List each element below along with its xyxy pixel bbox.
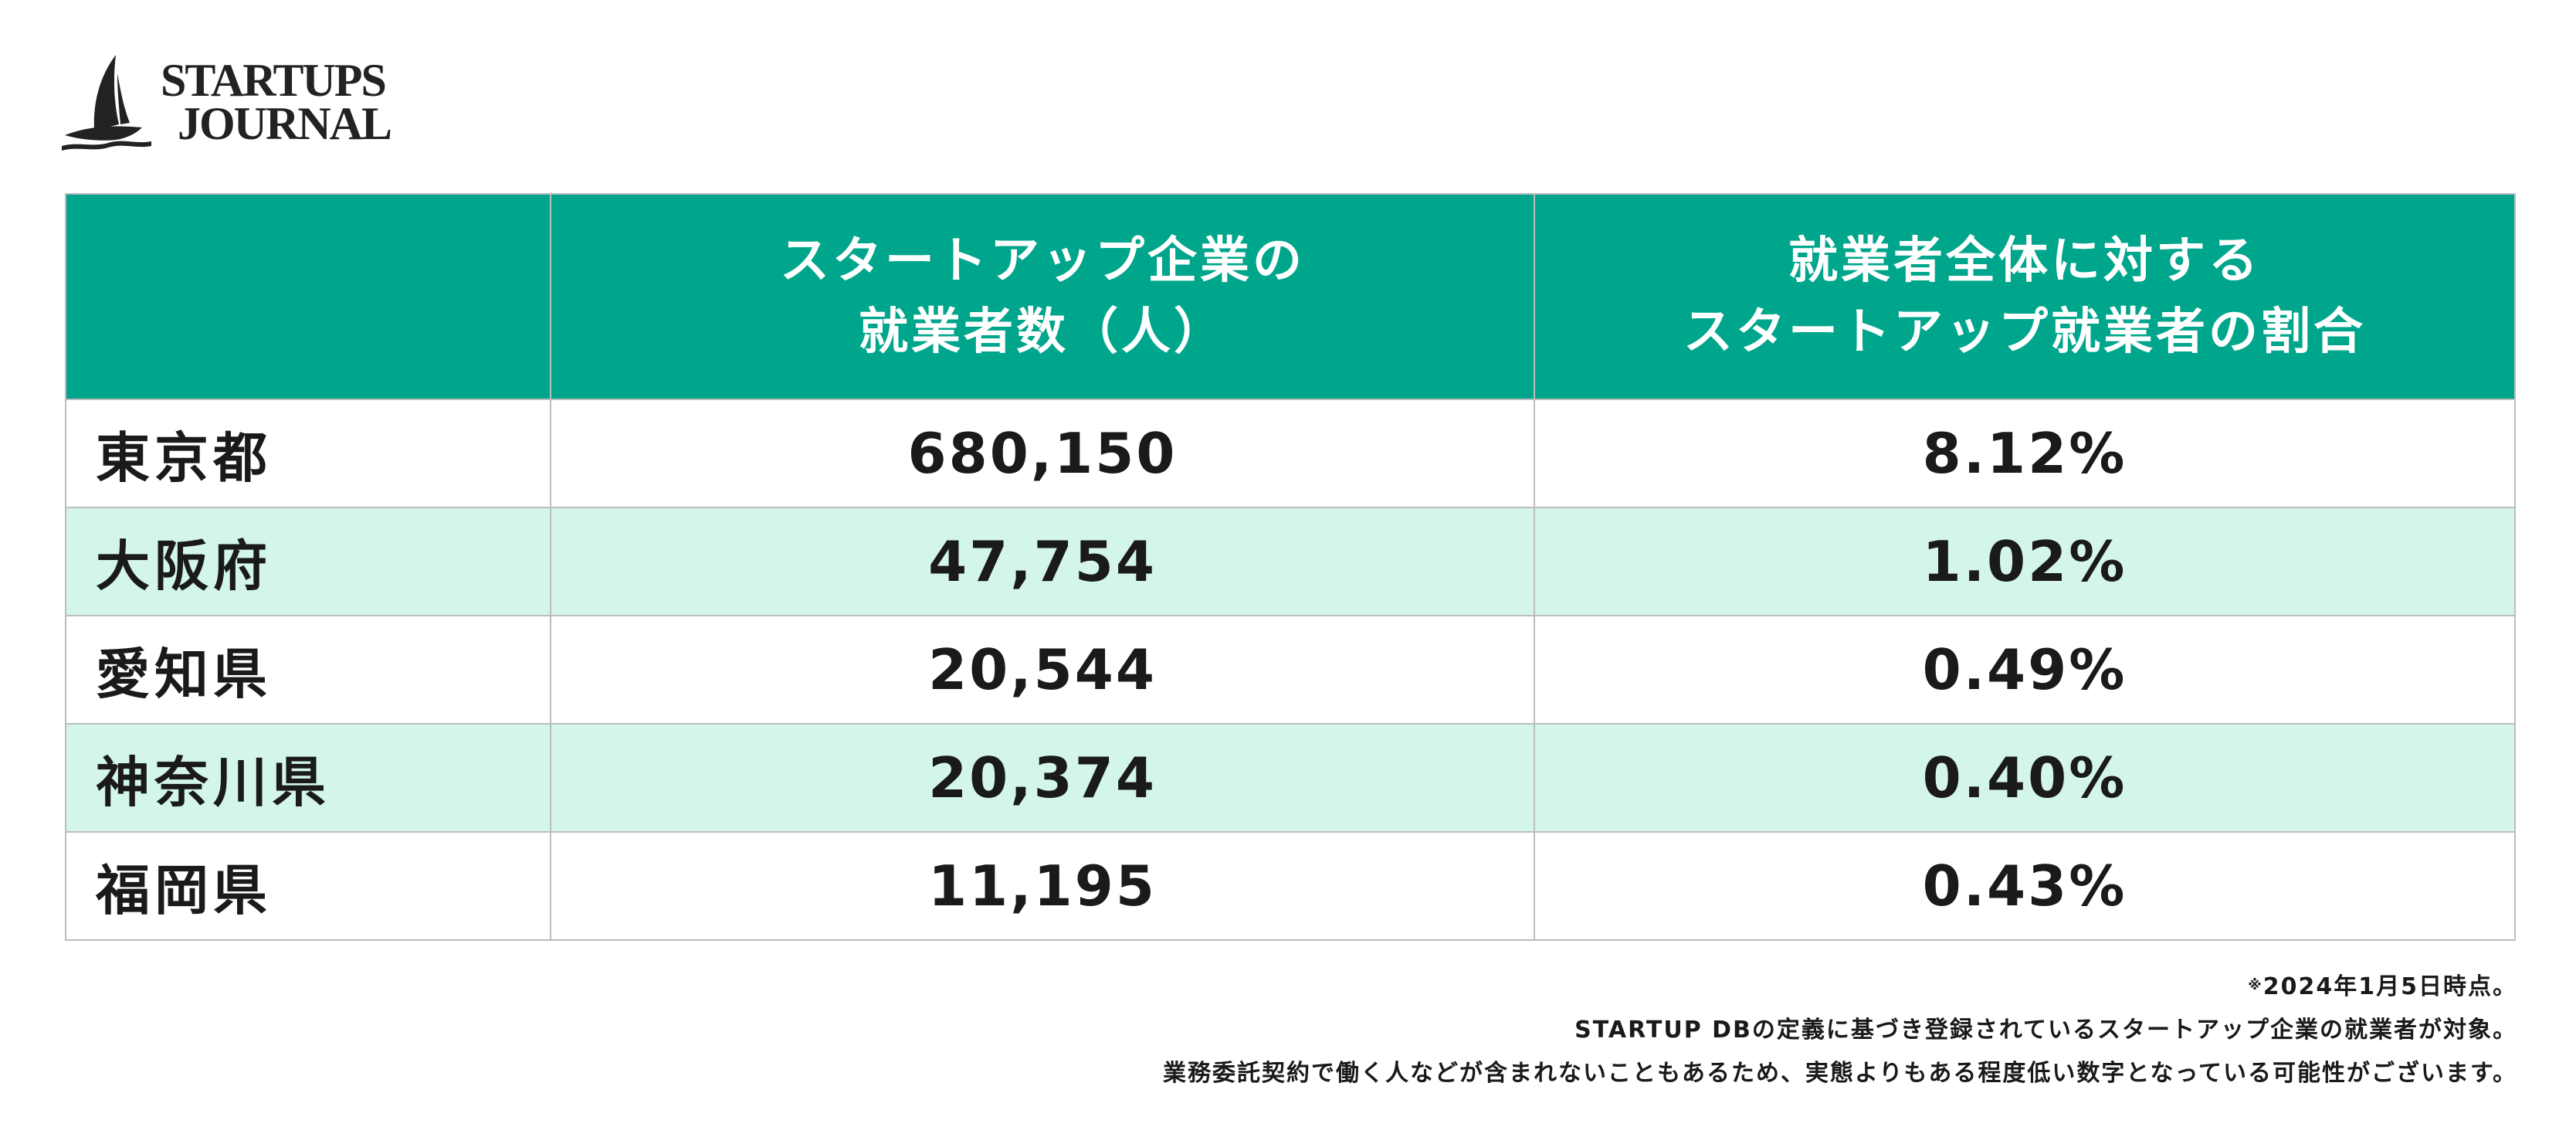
- prefecture-cell: 大阪府: [65, 507, 551, 616]
- footnotes: ※2024年1月5日時点。 STARTUP DBの定義に基づき登録されているスタ…: [1163, 966, 2517, 1095]
- prefecture-cell: 神奈川県: [65, 723, 551, 833]
- logo-line-2: JOURNAL: [178, 98, 392, 149]
- table-row: 神奈川県 20,374 0.40%: [65, 723, 2516, 833]
- prefecture-cell: 愛知県: [65, 615, 551, 725]
- header-share: 就業者全体に対する スタートアップ就業者の割合: [1534, 193, 2516, 400]
- footnote-caveat: 業務委託契約で働く人などが含まれないこともあるため、実態よりもある程度低い数字と…: [1163, 1060, 2517, 1087]
- share-cell: 0.49%: [1534, 615, 2516, 725]
- footnote-scope: STARTUP DBの定義に基づき登録されているスタートアップ企業の就業者が対象…: [1574, 1017, 2517, 1044]
- table-row: 愛知県 20,544 0.49%: [65, 615, 2516, 725]
- header-employees-line-1: スタートアップ企業の: [780, 233, 1305, 290]
- startups-journal-logo: STARTUPS JOURNAL: [62, 48, 392, 156]
- employees-cell: 47,754: [550, 507, 1535, 616]
- sailboat-icon: [62, 54, 151, 151]
- employees-cell: 680,150: [550, 399, 1535, 508]
- employees-cell: 20,544: [550, 615, 1535, 725]
- header-prefecture: [65, 193, 551, 400]
- share-cell: 0.40%: [1534, 723, 2516, 833]
- employees-cell: 20,374: [550, 723, 1535, 833]
- prefecture-cell: 東京都: [65, 399, 551, 508]
- logo-wordmark: STARTUPS JOURNAL: [161, 55, 392, 149]
- employees-cell: 11,195: [550, 831, 1535, 941]
- table-row: 東京都 680,150 8.12%: [65, 399, 2516, 508]
- footnote-date-text: 2024年1月5日時点。: [2262, 973, 2517, 1000]
- prefecture-cell: 福岡県: [65, 831, 551, 941]
- share-cell: 8.12%: [1534, 399, 2516, 508]
- share-cell: 1.02%: [1534, 507, 2516, 616]
- header-share-line-2: スタートアップ就業者の割合: [1683, 304, 2366, 361]
- share-cell: 0.43%: [1534, 831, 2516, 941]
- header-share-line-1: 就業者全体に対する: [1788, 233, 2261, 290]
- table-row: 福岡県 11,195 0.43%: [65, 831, 2516, 941]
- startup-employment-table: スタートアップ企業の 就業者数（人） 就業者全体に対する スタートアップ就業者の…: [65, 193, 2516, 941]
- table-row: 大阪府 47,754 1.02%: [65, 507, 2516, 616]
- logo-line-1: STARTUPS: [161, 55, 387, 106]
- header-employees-line-2: 就業者数（人）: [859, 304, 1226, 361]
- header-employees: スタートアップ企業の 就業者数（人）: [550, 193, 1535, 400]
- footnote-mark: ※: [2248, 977, 2263, 993]
- footnote-date: ※2024年1月5日時点。: [1163, 966, 2517, 1009]
- table-header-row: スタートアップ企業の 就業者数（人） 就業者全体に対する スタートアップ就業者の…: [65, 193, 2516, 400]
